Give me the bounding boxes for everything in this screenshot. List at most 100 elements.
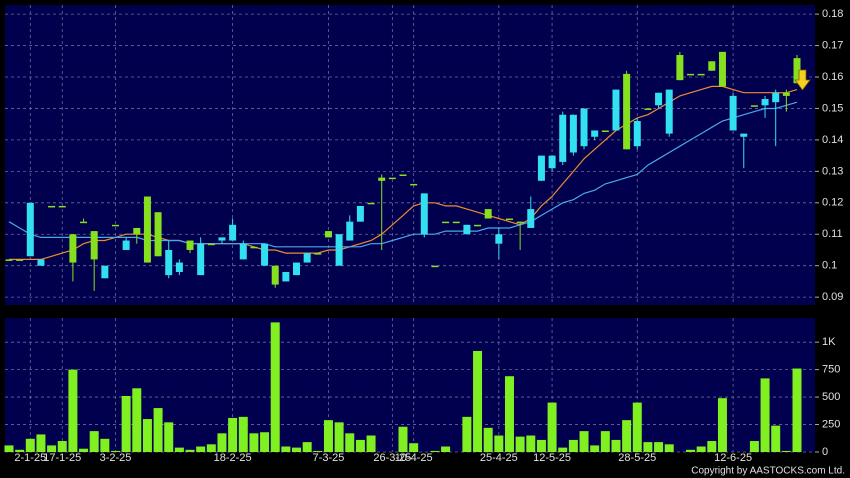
y-tick-label: 0.13 [822, 165, 843, 177]
volume-bar [323, 420, 333, 452]
volume-bar [47, 445, 57, 452]
x-tick-label: 12-5-25 [533, 452, 571, 464]
candle-body [442, 221, 450, 224]
candle-body [793, 58, 801, 84]
volume-bar [292, 447, 302, 452]
volume-bar [174, 447, 184, 452]
candle-body [207, 243, 215, 246]
price-panel [5, 5, 815, 305]
candle-body [101, 265, 109, 279]
candle-body [271, 265, 279, 285]
volume-bar [515, 436, 525, 452]
candle-body [143, 196, 151, 263]
candle-body [580, 108, 588, 147]
candle-body [282, 271, 290, 282]
candle-body [175, 262, 183, 272]
volume-bar [686, 449, 696, 452]
y-tick-label: 1K [822, 336, 836, 348]
candle-body [697, 73, 705, 76]
x-tick-label: 2-1-25 [14, 452, 46, 464]
moving-average [9, 85, 798, 260]
candle-body [133, 227, 141, 235]
volume-bar [579, 431, 589, 452]
volume-bar [398, 426, 408, 452]
candle-body [761, 99, 769, 106]
volume-bar [100, 438, 110, 452]
candle-body [708, 61, 716, 71]
y-tick-label: 0.17 [822, 39, 843, 51]
volume-bar [260, 432, 270, 452]
y-tick-label: 250 [822, 418, 840, 430]
candle-body [58, 205, 66, 208]
candle-body [293, 262, 301, 276]
candle-body [527, 209, 535, 228]
candle-body [388, 177, 396, 180]
y-tick-label: 750 [822, 364, 840, 376]
volume-bar [558, 447, 568, 452]
volume-bar [696, 446, 706, 452]
copyright: Copyright by AASTOCKS.com Ltd. [691, 466, 845, 477]
volume-bar [228, 417, 238, 452]
candle-body [335, 234, 343, 266]
candle-body [484, 209, 492, 219]
volume-bar [345, 433, 355, 452]
candle-body [90, 231, 98, 260]
volume-bar [473, 350, 483, 452]
volume-bar [185, 449, 195, 452]
candle-body [505, 218, 513, 221]
volume-bar [430, 450, 440, 452]
candle-body [644, 108, 652, 110]
volume-bar [494, 435, 504, 452]
candle-body [782, 92, 790, 96]
volume-bar [238, 416, 248, 452]
x-tick-label: 18-2-25 [214, 452, 252, 464]
x-tick-label: 3-2-25 [100, 452, 132, 464]
volume-bar [462, 416, 472, 452]
volume-bar [334, 422, 344, 452]
volume-bar [110, 450, 120, 452]
candle-body [420, 193, 428, 235]
candle-body [186, 240, 194, 250]
candle-body [250, 246, 258, 249]
candle-body [324, 231, 332, 238]
volume-bar [771, 425, 781, 452]
candle-body [261, 243, 269, 266]
volume-bar [68, 369, 78, 452]
candle-body [569, 114, 577, 153]
volume-bar [4, 445, 14, 452]
volume-bar [568, 439, 578, 452]
volume-bar [547, 402, 557, 452]
volume-bar [132, 388, 142, 452]
volume-bar [206, 444, 216, 452]
volume-bar [717, 398, 727, 452]
candle-body [772, 92, 780, 103]
volume-bar [590, 445, 600, 452]
candle-body [37, 259, 45, 266]
candle-body [303, 253, 311, 263]
x-tick-label: 28-5-25 [618, 452, 656, 464]
volume-bar [164, 422, 174, 452]
candle-body [623, 73, 631, 150]
volume-bar [749, 441, 759, 452]
volume-bar [57, 441, 67, 452]
y-tick-label: 0.1 [822, 260, 837, 272]
y-tick-label: 0.09 [822, 291, 843, 303]
candle-body [537, 155, 545, 181]
volume-bar [142, 419, 152, 452]
candle-body [314, 253, 322, 255]
volume-bar [654, 442, 664, 452]
volume-bar [504, 376, 514, 452]
candle-body [16, 259, 24, 261]
candle-body [740, 133, 748, 137]
volume-bar [526, 435, 536, 452]
candle-body [367, 202, 375, 205]
candle-body [5, 259, 13, 261]
volume-bar [313, 450, 323, 452]
candle-body [729, 95, 737, 131]
candle-body [197, 243, 205, 276]
candle-body [612, 89, 620, 131]
candle-body [80, 221, 88, 224]
volume-bar [121, 395, 131, 452]
candle-body [410, 183, 418, 186]
